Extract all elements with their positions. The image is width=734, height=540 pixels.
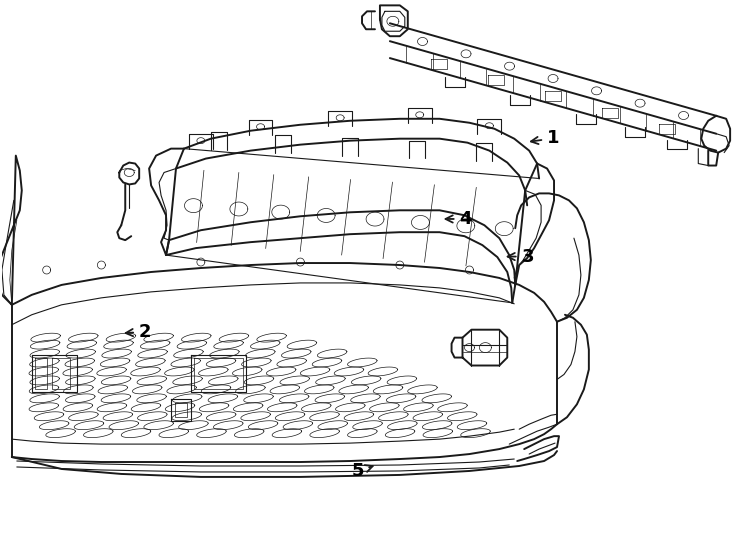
Text: 2: 2 <box>126 323 151 341</box>
Text: 4: 4 <box>446 210 472 228</box>
Text: 3: 3 <box>508 247 534 266</box>
Text: 5: 5 <box>352 462 373 481</box>
Text: 1: 1 <box>531 130 559 147</box>
